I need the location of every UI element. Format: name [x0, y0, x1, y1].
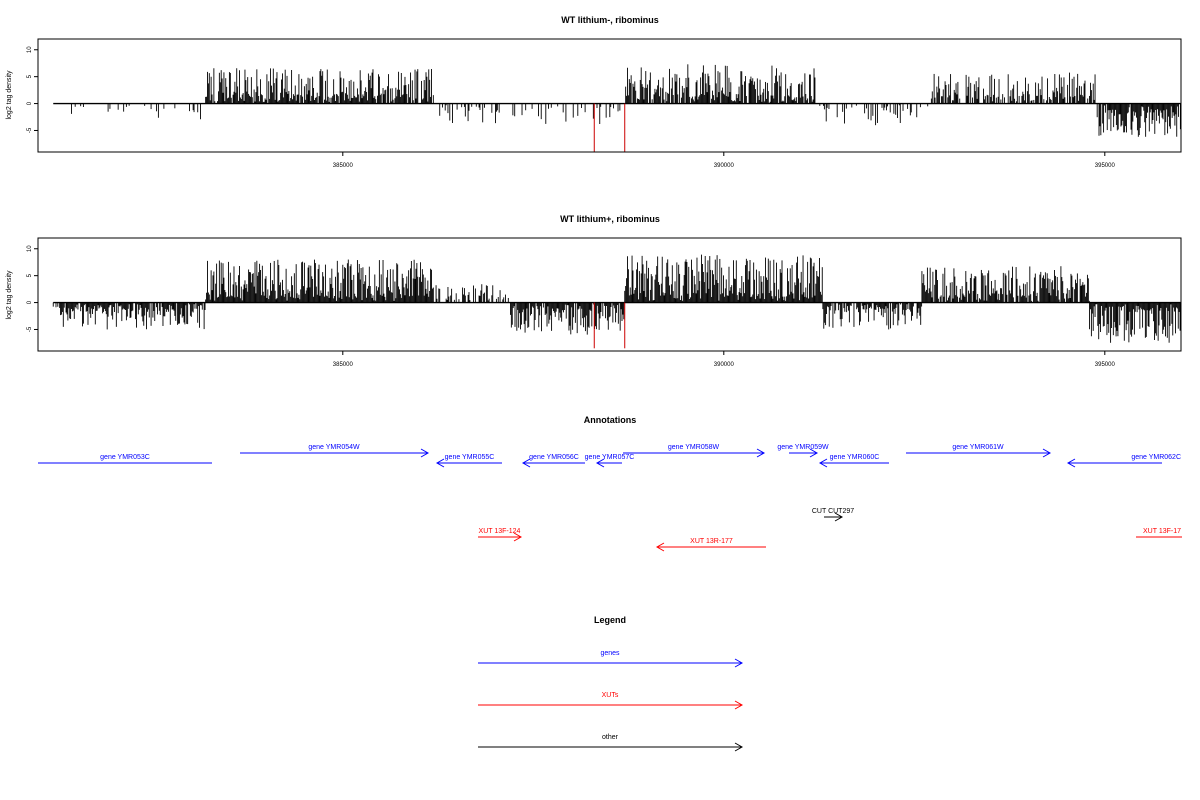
feature-label: gene YMR057C	[585, 454, 635, 461]
annotation-feature: gene YMR058W	[623, 444, 766, 458]
annotation-feature: gene YMR057C	[585, 454, 635, 468]
annotation-feature: XUT 13F-124	[478, 528, 523, 542]
annotation-features: gene YMR053C gene YMR054W gene YMR055C gene…	[38, 444, 1182, 552]
feature-label: CUT CUT297	[812, 508, 854, 515]
y-axis-label: log2 tag density	[6, 70, 13, 120]
arrow-head	[595, 458, 605, 468]
arrow-head	[420, 448, 430, 458]
legend-label: XUTs	[602, 692, 619, 699]
plot-frame	[37, 237, 1182, 352]
legend-label: other	[602, 734, 619, 741]
legend-title: Legend	[594, 615, 626, 625]
feature-label: gene YMR060C	[830, 454, 880, 461]
annotation-feature: XUT 13F-17	[1136, 528, 1182, 538]
x-tick-label: 395000	[1095, 362, 1116, 368]
arrow-head	[834, 512, 844, 522]
y-tick-label: 0	[27, 101, 33, 105]
x-tick-label: 385000	[333, 163, 354, 169]
y-tick-label: 0	[27, 300, 33, 304]
x-tick-label: 390000	[714, 362, 735, 368]
feature-label: gene YMR055C	[445, 454, 495, 461]
arrow-head	[513, 532, 523, 542]
arrow-head	[734, 658, 744, 668]
annotation-feature: gene YMR056C	[521, 454, 585, 468]
arrow-head	[809, 448, 819, 458]
legend-item: other	[478, 734, 744, 752]
panel-title: WT lithium-, ribominus	[561, 15, 659, 25]
annotation-feature: XUT 13R-177	[655, 538, 766, 552]
arrow-head	[734, 742, 744, 752]
feature-label: gene YMR054W	[308, 444, 360, 451]
y-tick-label: 5	[27, 273, 33, 277]
arrow-head	[818, 458, 828, 468]
annotation-feature: gene YMR053C	[38, 454, 212, 464]
signal-bars	[52, 254, 1181, 349]
arrow-head	[756, 448, 766, 458]
feature-label: gene YMR058W	[668, 444, 720, 451]
annotation-feature: CUT CUT297	[812, 508, 854, 522]
x-tick-label: 385000	[333, 362, 354, 368]
annotation-feature: gene YMR061W	[906, 444, 1052, 458]
track-panel-1: WT lithium-, ribominus log2 tag density …	[6, 15, 1182, 169]
feature-label: gene YMR059W	[777, 444, 829, 451]
arrow-head	[521, 458, 531, 468]
annotation-feature: gene YMR059W	[777, 444, 829, 458]
arrow-head	[1042, 448, 1052, 458]
annotation-feature: gene YMR055C	[435, 454, 502, 468]
y-tick-label: 10	[27, 46, 33, 53]
feature-label: gene YMR056C	[529, 454, 579, 461]
signal-bars	[53, 64, 1181, 152]
arrow-head	[435, 458, 445, 468]
axes: -5 0 5 10 385000 390000 395000	[27, 46, 1115, 169]
x-tick-label: 390000	[714, 163, 735, 169]
legend-item: genes	[478, 650, 744, 668]
panel-title: WT lithium+, ribominus	[560, 214, 660, 224]
legend: Legend genes XUTs other	[478, 615, 744, 752]
legend-label: genes	[600, 650, 620, 657]
y-tick-label: 10	[27, 245, 33, 252]
annotation-feature: gene YMR054W	[240, 444, 430, 458]
annotation-feature: gene YMR062C	[1066, 454, 1181, 468]
arrow-head	[655, 542, 665, 552]
y-axis-label: log2 tag density	[6, 270, 13, 320]
feature-label: gene YMR053C	[100, 454, 150, 461]
y-tick-label: -5	[27, 326, 33, 332]
feature-label: XUT 13F-124	[479, 528, 521, 535]
track-panel-2: WT lithium+, ribominus log2 tag density …	[6, 214, 1182, 368]
annotation-feature: gene YMR060C	[818, 454, 889, 468]
plot-frame	[37, 38, 1182, 153]
axes: -5 0 5 10 385000 390000 395000	[27, 245, 1115, 368]
legend-item: XUTs	[478, 692, 744, 710]
y-tick-label: 5	[27, 74, 33, 78]
arrow-head	[734, 700, 744, 710]
legend-items: genes XUTs other	[478, 650, 744, 752]
arrow-head	[1066, 458, 1076, 468]
feature-label: gene YMR061W	[952, 444, 1004, 451]
x-tick-label: 395000	[1095, 163, 1116, 169]
y-tick-label: -5	[27, 127, 33, 133]
feature-label: gene YMR062C	[1131, 454, 1181, 461]
annotations-title: Annotations	[584, 415, 637, 425]
feature-label: XUT 13F-17	[1143, 528, 1181, 535]
feature-label: XUT 13R-177	[690, 538, 733, 545]
